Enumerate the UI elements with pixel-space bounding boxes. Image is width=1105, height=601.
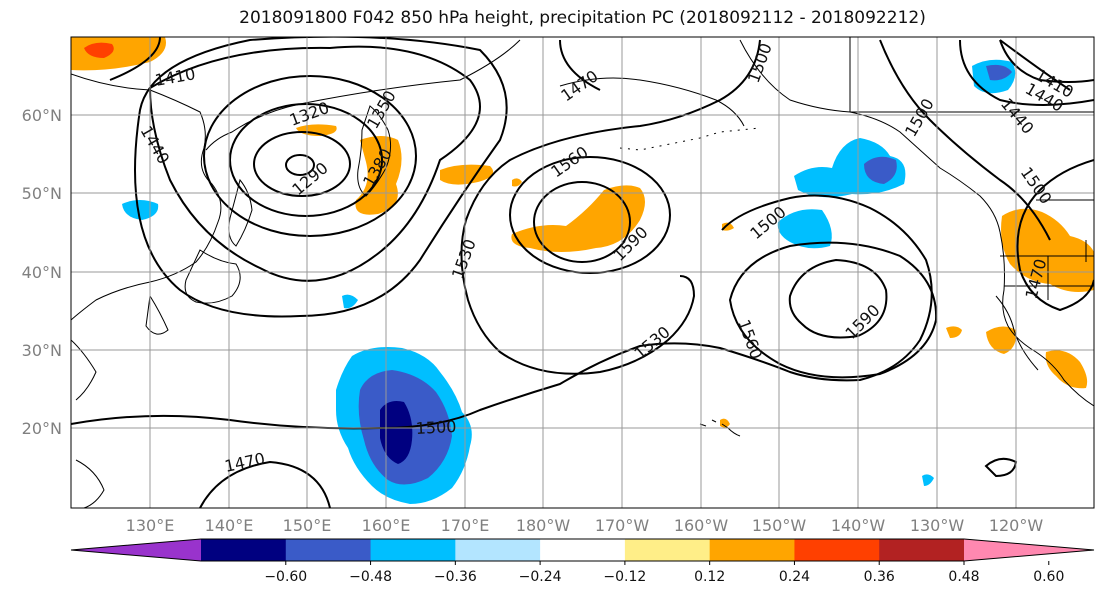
coastlines: [71, 39, 1094, 508]
colorbar-bin: [201, 539, 287, 561]
precip-orange-baja: [986, 326, 1017, 354]
colorbar-tick-label: 0.36: [864, 569, 895, 585]
colorbar-bin: [794, 539, 880, 561]
colorbar-extend-high: [964, 539, 1094, 561]
precip-orange-westcoast: [1001, 208, 1094, 292]
lon-label-170w: 170°W: [595, 516, 650, 535]
lat-label-20n: 20°N: [22, 419, 62, 438]
colorbar-tick-label: −0.60: [264, 569, 307, 585]
lon-label-140w: 140°W: [831, 516, 886, 535]
coast-sakhalin: [228, 178, 253, 247]
contour-1290: [285, 154, 315, 176]
lon-label-170e: 170°E: [441, 516, 490, 535]
colorbar-bin: [370, 539, 456, 561]
colorbar-tick-label: 0.60: [1033, 569, 1064, 585]
latitude-labels: 60°N 50°N 40°N 30°N 20°N: [22, 106, 62, 438]
precip-blue-tiny-2: [922, 474, 934, 486]
coast-alaska: [739, 39, 1001, 233]
contour-1500-alaska: [879, 39, 1051, 241]
precip-blue-small-west: [122, 200, 159, 220]
colorbar-bin: [540, 539, 626, 561]
colorbar-outline: [70, 538, 1095, 562]
precip-orange-tiny-2: [722, 222, 734, 231]
contour-1590-east: [788, 258, 888, 339]
precip-blue-tiny: [342, 294, 358, 309]
coast-north-america: [999, 231, 1094, 407]
contour-1590-west: [533, 181, 631, 263]
lat-label-30n: 30°N: [22, 341, 62, 360]
lon-label-150e: 150°E: [283, 516, 332, 535]
contour-1530: [460, 39, 761, 375]
colorbar-extend-low: [71, 539, 201, 561]
lon-label-130e: 130°E: [126, 516, 175, 535]
colorbar-tick-label: −0.36: [434, 569, 477, 585]
contour-ne-2: [999, 39, 1094, 83]
colorbar-tick-label: −0.12: [603, 569, 646, 585]
gridlines: [71, 37, 1094, 508]
lon-label-120w: 120°W: [989, 516, 1044, 535]
colorbar-tick-label: 0.24: [779, 569, 810, 585]
precip-orange-hawaii: [720, 418, 730, 428]
lon-label-160w: 160°W: [674, 516, 729, 535]
lon-label-140e: 140°E: [205, 516, 254, 535]
colorbar-tick-label: −0.24: [519, 569, 562, 585]
colorbar-bin: [879, 539, 965, 561]
colorbar-tick-label: 0.48: [948, 569, 979, 585]
coast-aleutian-north: [559, 77, 745, 127]
map-frame: [70, 36, 1095, 509]
contour-1470-north: [109, 37, 1071, 91]
colorbar-bin: [709, 539, 795, 561]
lat-label-50n: 50°N: [22, 184, 62, 203]
lon-label-180w: 180°W: [516, 516, 571, 535]
lon-label-160e: 160°E: [362, 516, 411, 535]
precip-orange-mexico: [1045, 350, 1088, 389]
map-title: 2018091800 F042 850 hPa height, precipit…: [239, 8, 926, 28]
precipitation-shading: [71, 37, 1094, 504]
contour-1380: [203, 75, 417, 237]
precip-blue-dark-ne: [986, 64, 1012, 81]
colorbar-bin: [455, 539, 541, 561]
contour-ne-1: [959, 39, 1094, 106]
contour-1560-east: [728, 241, 938, 379]
height-contours: [71, 37, 1094, 508]
contour-1410: [148, 45, 481, 282]
colorbar-bin: [624, 539, 711, 561]
colorbar-tick-label: −0.48: [349, 569, 392, 585]
precip-dark-tropical: [380, 401, 413, 464]
contour-1350: [229, 103, 383, 217]
colorbar-bin: [285, 539, 372, 561]
precip-blue-dark-alaska: [864, 156, 897, 184]
precip-orange-tiny: [512, 178, 522, 187]
lon-label-150w: 150°W: [752, 516, 807, 535]
colorbar-tick-label: 0.12: [694, 569, 725, 585]
precip-orange-central: [511, 185, 645, 252]
longitude-labels: 130°E 140°E 150°E 160°E 170°E 180°W 170°…: [126, 516, 1044, 535]
contour-1320: [253, 131, 351, 197]
coast-china: [71, 339, 97, 401]
contour-1560-west: [509, 156, 671, 274]
precip-orange-small-sw: [946, 326, 962, 338]
contour-label: 1500: [415, 417, 457, 438]
coast-siberia: [205, 39, 521, 151]
coast-philippines: [75, 459, 105, 508]
precip-blue-45n: [777, 209, 832, 249]
coast-baja: [995, 295, 1039, 371]
precip-red-nw: [84, 42, 114, 58]
lat-label-60n: 60°N: [22, 106, 62, 125]
contour-west-coast: [1016, 159, 1094, 312]
map-panel: 1410 1440 1320 1290 1350 1380 1470 1500 …: [70, 36, 1095, 509]
lon-label-130w: 130°W: [910, 516, 965, 535]
contour-1470-south: [199, 460, 331, 508]
colorbar: −0.60 −0.48 −0.36 −0.24 −0.12 0.12 0.24 0.36 0.4…: [70, 538, 1095, 585]
lat-label-40n: 40°N: [22, 263, 62, 282]
